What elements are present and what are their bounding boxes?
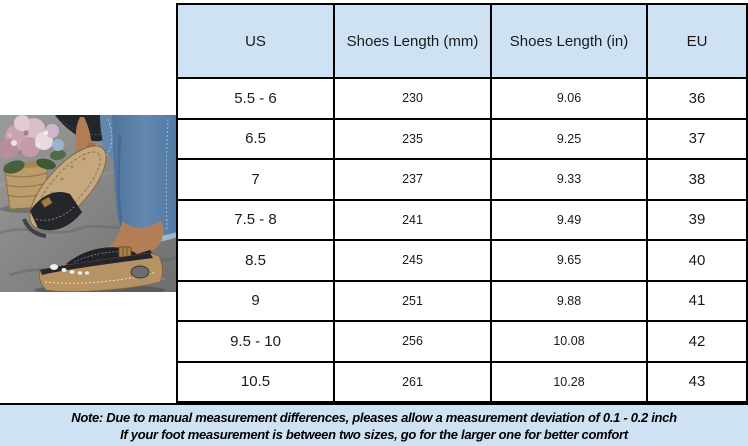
hydrangea-flowers — [0, 115, 66, 174]
cell-in: 9.33 — [490, 158, 648, 201]
toenails — [49, 263, 89, 275]
note-line-1: Note: Due to manual measurement differen… — [71, 409, 677, 425]
cell-eu: 43 — [646, 360, 748, 403]
cell-mm: 256 — [333, 320, 492, 363]
column-header-mm: Shoes Length (mm) — [333, 3, 492, 79]
table-row: 5.5 - 6 230 9.06 36 — [176, 77, 748, 120]
cell-us: 5.5 - 6 — [176, 77, 335, 120]
header-row: US Shoes Length (mm) Shoes Length (in) E… — [176, 3, 748, 79]
wedge-sole — [34, 252, 166, 292]
measurement-note: Note: Due to manual measurement differen… — [0, 403, 748, 446]
cell-eu: 37 — [646, 117, 748, 160]
cell-mm: 235 — [333, 117, 492, 160]
note-line-2: If your foot measurement is between two … — [120, 426, 628, 442]
cell-eu: 42 — [646, 320, 748, 363]
cell-mm: 245 — [333, 239, 492, 282]
column-header-us: US — [176, 3, 335, 79]
cell-us: 9 — [176, 279, 335, 322]
cell-mm: 251 — [333, 279, 492, 322]
table-row: 7.5 - 8 241 9.49 39 — [176, 198, 748, 241]
column-header-eu: EU — [646, 3, 748, 79]
cell-eu: 39 — [646, 198, 748, 241]
cell-in: 10.08 — [490, 320, 648, 363]
cell-eu: 41 — [646, 279, 748, 322]
cell-eu: 38 — [646, 158, 748, 201]
cell-us: 7 — [176, 158, 335, 201]
cell-mm: 237 — [333, 158, 492, 201]
table-row: 9.5 - 10 256 10.08 42 — [176, 320, 748, 363]
cell-mm: 241 — [333, 198, 492, 241]
cell-in: 10.28 — [490, 360, 648, 403]
cell-us: 10.5 — [176, 360, 335, 403]
cell-in: 9.06 — [490, 77, 648, 120]
size-chart-table: US Shoes Length (mm) Shoes Length (in) E… — [176, 3, 748, 403]
gold-ornament — [118, 246, 132, 258]
cell-mm: 230 — [333, 77, 492, 120]
table-row: 9 251 9.88 41 — [176, 279, 748, 322]
cell-in: 9.25 — [490, 117, 648, 160]
table-row: 7 237 9.33 38 — [176, 158, 748, 201]
product-photo — [0, 115, 177, 292]
cell-in: 9.49 — [490, 198, 648, 241]
cell-us: 7.5 - 8 — [176, 198, 335, 241]
column-header-in: Shoes Length (in) — [490, 3, 648, 79]
heel-cutout — [130, 265, 150, 279]
cell-mm: 261 — [333, 360, 492, 403]
sandal-photo-illustration — [0, 115, 177, 292]
cell-eu: 40 — [646, 239, 748, 282]
table-row: 6.5 235 9.25 37 — [176, 117, 748, 160]
cell-us: 9.5 - 10 — [176, 320, 335, 363]
gold-buckle — [41, 196, 53, 208]
cell-us: 6.5 — [176, 117, 335, 160]
cell-in: 9.65 — [490, 239, 648, 282]
table-row: 10.5 261 10.28 43 — [176, 360, 748, 403]
held-sandal — [22, 145, 107, 238]
cell-eu: 36 — [646, 77, 748, 120]
cell-in: 9.88 — [490, 279, 648, 322]
table-row: 8.5 245 9.65 40 — [176, 239, 748, 282]
cell-us: 8.5 — [176, 239, 335, 282]
